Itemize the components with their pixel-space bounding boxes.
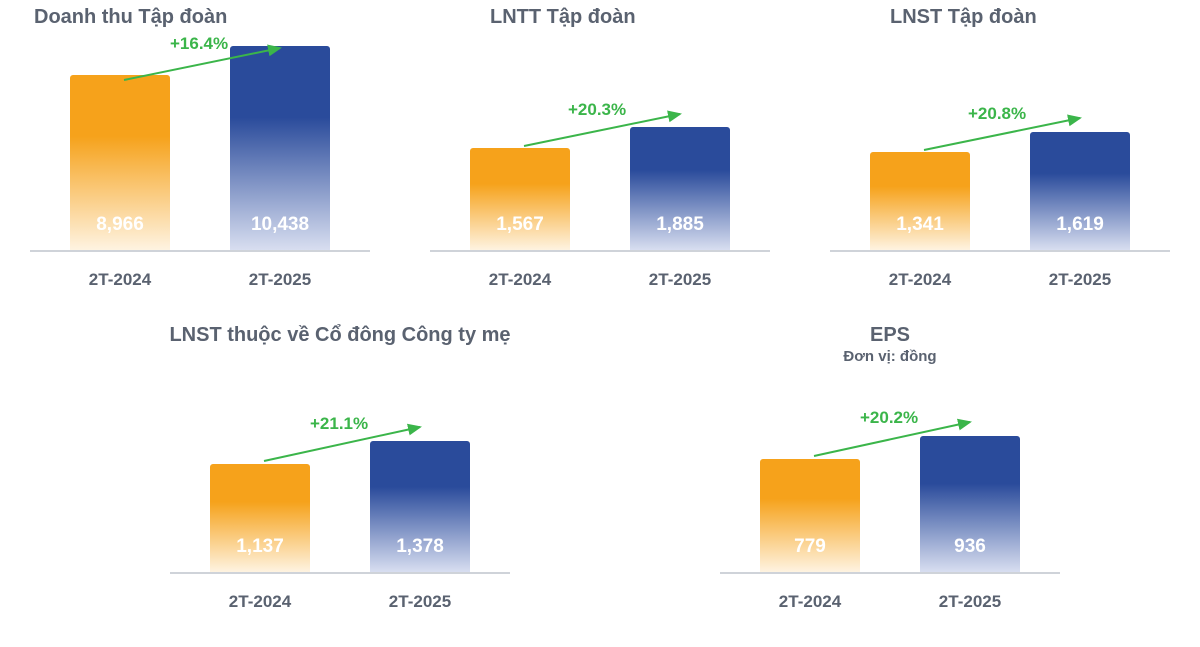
bar-lnst-parent-2024: 1,137 <box>210 464 310 572</box>
panel-title-lnst: LNST Tập đoàn <box>890 6 1037 29</box>
bar-lntt-2024: 1,567 <box>470 148 570 250</box>
plot-lntt: 1,567 1,885 +20.3% <box>430 50 770 252</box>
x-label-2024: 2T-2024 <box>830 270 1010 290</box>
x-label-2025: 2T-2025 <box>590 270 770 290</box>
growth-label: +21.1% <box>310 414 368 434</box>
growth-label: +16.4% <box>170 34 228 54</box>
x-label-2024: 2T-2024 <box>430 270 610 290</box>
bar-value: 1,567 <box>470 214 570 236</box>
x-label-2025: 2T-2025 <box>880 592 1060 612</box>
panel-revenue: Doanh thu Tập đoàn 8,966 10,438 +16.4% 2… <box>10 0 390 300</box>
x-label-2024: 2T-2024 <box>30 270 210 290</box>
x-label-2025: 2T-2025 <box>990 270 1170 290</box>
panel-title-revenue: Doanh thu Tập đoàn <box>34 6 227 29</box>
bar-value: 1,619 <box>1030 214 1130 236</box>
bar-value: 779 <box>760 536 860 558</box>
growth-label: +20.3% <box>568 100 626 120</box>
panel-title-lntt: LNTT Tập đoàn <box>490 6 636 29</box>
bar-value: 936 <box>920 536 1020 558</box>
bar-value: 1,378 <box>370 536 470 558</box>
plot-eps: 779 936 +20.2% <box>720 372 1060 574</box>
panel-subtitle-eps: Đơn vị: đồng <box>660 348 1120 365</box>
bar-value: 1,341 <box>870 214 970 236</box>
bar-lnst-2024: 1,341 <box>870 152 970 250</box>
plot-lnst-parent: 1,137 1,378 +21.1% <box>170 372 510 574</box>
panel-lnst-parent: LNST thuộc về Cổ đông Công ty mẹ 1,137 1… <box>110 322 570 622</box>
bar-value: 8,966 <box>70 214 170 236</box>
growth-label: +20.2% <box>860 408 918 428</box>
x-label-2025: 2T-2025 <box>190 270 370 290</box>
panel-title-lnst-parent: LNST thuộc về Cổ đông Công ty mẹ <box>110 324 570 347</box>
panel-title-eps: EPS <box>660 324 1120 347</box>
panel-eps: EPS Đơn vị: đồng 779 936 +20.2% 2T-2024 … <box>660 322 1120 622</box>
chart-grid: Doanh thu Tập đoàn 8,966 10,438 +16.4% 2… <box>0 0 1200 647</box>
growth-label: +20.8% <box>968 104 1026 124</box>
x-label-2024: 2T-2024 <box>170 592 350 612</box>
bar-eps-2024: 779 <box>760 459 860 572</box>
x-label-2024: 2T-2024 <box>720 592 900 612</box>
panel-lnst: LNST Tập đoàn 1,341 1,619 +20.8% 2T-2024… <box>810 0 1190 300</box>
bar-value: 1,137 <box>210 536 310 558</box>
bar-value: 1,885 <box>630 214 730 236</box>
x-label-2025: 2T-2025 <box>330 592 510 612</box>
bar-value: 10,438 <box>230 214 330 236</box>
plot-revenue: 8,966 10,438 +16.4% <box>30 30 370 252</box>
bar-revenue-2024: 8,966 <box>70 75 170 250</box>
panel-lntt: LNTT Tập đoàn 1,567 1,885 +20.3% 2T-2024… <box>410 0 790 300</box>
plot-lnst: 1,341 1,619 +20.8% <box>830 50 1170 252</box>
